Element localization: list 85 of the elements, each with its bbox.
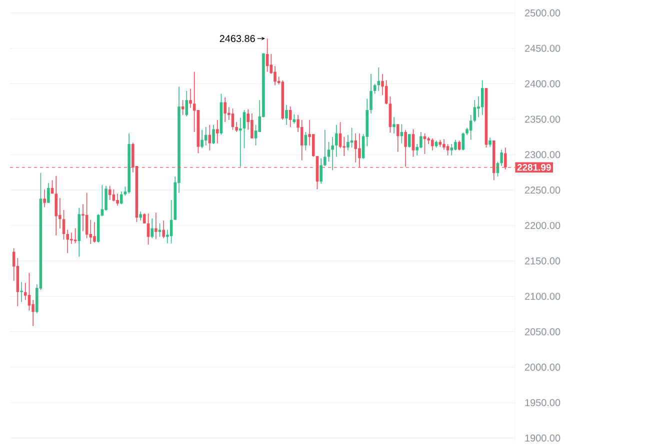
candlestick [331,136,334,171]
y-tick-label: 2100.00 [525,292,560,300]
y-tick-label: 2150.00 [525,257,560,264]
candlestick [143,212,146,224]
candlestick [320,158,322,184]
y-tick-label: 2200.00 [525,222,560,229]
candlestick [154,212,158,240]
candlestick [488,137,492,148]
candlestick [250,113,254,139]
candlestick [146,212,150,245]
candlestick [408,134,411,148]
candlestick [288,106,292,128]
candlestick [181,100,184,116]
candlestick [420,131,422,149]
candlestick [469,114,472,140]
candlestick [346,134,350,151]
candlestick [20,282,23,302]
candlestick [450,144,454,156]
y-tick-label: 2300.00 [525,151,560,158]
candlestick [185,90,188,117]
y-tick-label: 2350.00 [525,116,560,123]
candlestick [480,80,484,116]
candlestick [93,221,96,243]
candlestick [189,88,192,108]
candlestick [404,129,407,167]
candlestick [312,134,315,158]
candlestick [58,197,62,229]
candlestick [62,209,66,240]
candlestick [285,104,288,126]
annotation: 2463.86 [220,34,255,42]
candlestick [32,299,34,326]
ref-line-label: 2281.99 [517,164,551,171]
candlestick [442,138,446,150]
candlestick [473,100,476,122]
candlestick [392,116,396,134]
candlestick [200,129,204,149]
candlestick [116,193,119,206]
y-tick-label: 1900.00 [525,434,560,442]
candlestick [300,119,304,161]
candlestick [388,96,392,133]
candlestick [396,124,400,152]
candlestick [274,66,276,86]
candlestick [120,191,123,205]
candlestick [47,182,50,204]
candlestick [242,110,246,149]
y-tick-label: 2000.00 [525,364,560,371]
candlestick [150,218,154,239]
candlestick [266,38,269,72]
candlestick [412,128,415,158]
candlestick [423,132,426,154]
candlestick [239,117,242,167]
candlestick [324,129,326,166]
candlestick [70,232,73,244]
candlestick [335,124,338,158]
candlestick [431,138,434,151]
candlestick [162,220,165,239]
candlestick [338,122,342,149]
y-tick-label: 1950.00 [525,399,560,406]
candlestick [446,144,450,156]
y-tick-label: 2450.00 [525,44,560,52]
candlestick [139,210,142,221]
y-tick-label: 2500.00 [525,9,560,16]
candlestick [342,136,346,156]
candlestick [54,175,58,236]
candlestick [212,124,215,144]
candlestick [327,141,330,162]
candlestick [89,219,92,244]
candlestick [43,188,46,208]
candlestick [82,204,84,232]
candlestick [224,96,226,122]
candlestick [216,119,219,144]
candlestick [231,108,234,130]
y-tick-label: 2250.00 [525,186,560,194]
candlestick [354,132,358,163]
candlestick [208,124,212,151]
candlestick [370,73,372,114]
y-tick-label: 2050.00 [525,328,560,336]
candlestick [66,229,69,254]
candlestick [373,83,376,94]
candlestick [292,114,296,124]
candlestick [500,149,503,166]
candlestick [235,122,238,132]
candlestick [74,228,77,244]
candlestick [454,139,457,151]
y-tick-label: 2400.00 [525,80,560,88]
